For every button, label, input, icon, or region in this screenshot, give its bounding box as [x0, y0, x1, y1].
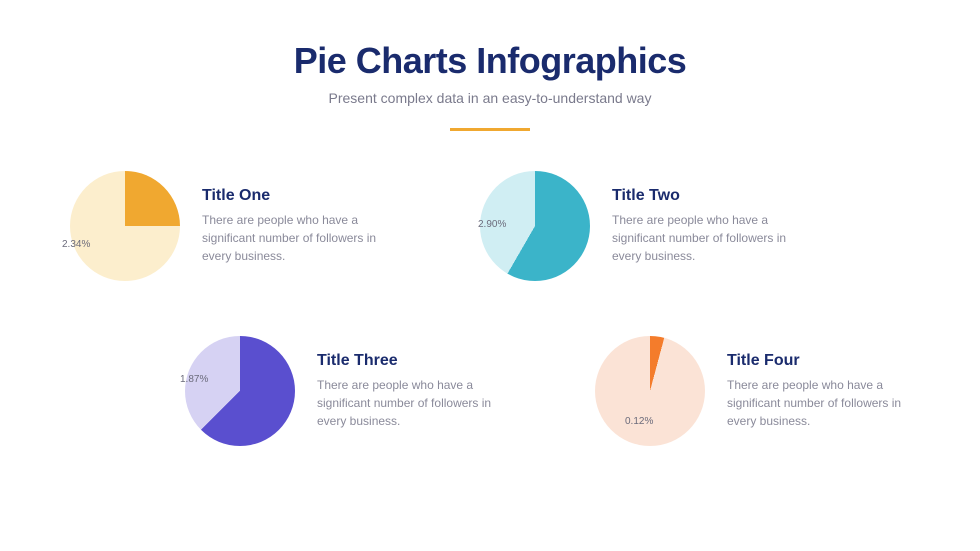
chart-desc-one: There are people who have a significant … [202, 211, 402, 265]
chart-title-two: Title Two [612, 187, 812, 205]
pie-chart-one: 2.34% [70, 171, 180, 281]
pie-chart-four: 0.12% [595, 336, 705, 446]
charts-grid: 2.34% Title One There are people who hav… [0, 171, 980, 531]
chart-title-three: Title Three [317, 352, 517, 370]
pie-percent-label-two: 2.90% [478, 219, 506, 230]
pie-slice-four [595, 336, 705, 446]
pie-percent-label-three: 1.87% [180, 374, 208, 385]
pie-percent-label-four: 0.12% [625, 416, 653, 427]
chart-text-two: Title Two There are people who have a si… [612, 187, 812, 265]
chart-text-four: Title Four There are people who have a s… [727, 352, 927, 430]
pie-slice-three [185, 336, 295, 446]
chart-desc-four: There are people who have a significant … [727, 376, 927, 430]
chart-text-three: Title Three There are people who have a … [317, 352, 517, 430]
pie-percent-label-one: 2.34% [62, 239, 90, 250]
page-subtitle: Present complex data in an easy-to-under… [0, 90, 980, 106]
chart-block-one: 2.34% Title One There are people who hav… [70, 171, 402, 281]
page-title: Pie Charts Infographics [0, 40, 980, 82]
chart-text-one: Title One There are people who have a si… [202, 187, 402, 265]
chart-block-four: 0.12% Title Four There are people who ha… [595, 336, 927, 446]
pie-chart-two: 2.90% [480, 171, 590, 281]
pie-slice-one [70, 171, 180, 281]
chart-desc-two: There are people who have a significant … [612, 211, 812, 265]
chart-desc-three: There are people who have a significant … [317, 376, 517, 430]
chart-block-three: 1.87% Title Three There are people who h… [185, 336, 517, 446]
chart-title-one: Title One [202, 187, 402, 205]
title-divider [450, 128, 530, 131]
chart-title-four: Title Four [727, 352, 927, 370]
header: Pie Charts Infographics Present complex … [0, 0, 980, 131]
chart-block-two: 2.90% Title Two There are people who hav… [480, 171, 812, 281]
pie-chart-three: 1.87% [185, 336, 295, 446]
